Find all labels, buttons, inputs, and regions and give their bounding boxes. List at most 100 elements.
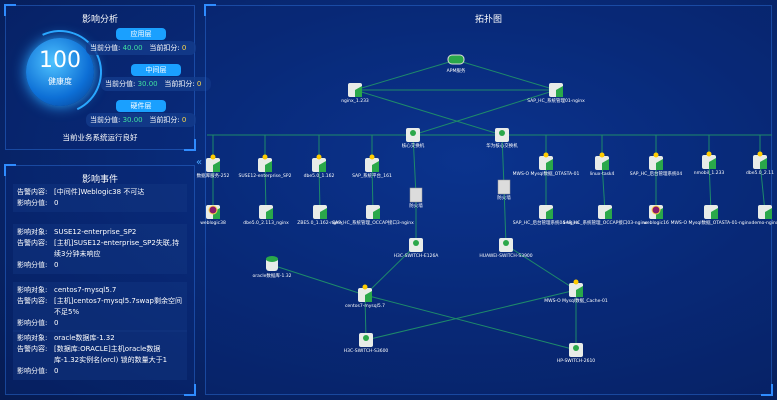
event-item[interactable]: 影响对象: oracle数据库-1.32 告警内容: [数据库:ORACLE]主机or… (13, 330, 187, 380)
topology-node[interactable]: dbe5.0_2.113_nginx (243, 205, 289, 226)
layer-values: 当前分值: 40.00 当前扣分: 0 (86, 41, 196, 55)
node-label: 华为核心交换机 (486, 142, 518, 149)
event-value: centos7-mysql5.7 (54, 286, 117, 294)
topology-node[interactable]: SUSE12-enterprise_SP2 (239, 154, 292, 180)
topology-node[interactable]: 核心交换机 (402, 128, 425, 149)
topology-link (371, 164, 374, 213)
topology-node[interactable]: dbe5.0_2.11 (746, 151, 774, 177)
panel-title: 影响分析 (81, 15, 118, 25)
event-item[interactable]: 告警内容: [中间件]Weblogic38 不可达 影响分值: 0 (13, 184, 187, 212)
event-key: 告警内容: (17, 188, 48, 196)
topology-node[interactable]: HP-SWITCH-2610 (557, 343, 595, 364)
layer-value: 30.00 (122, 116, 143, 124)
event-item[interactable]: 影响对象: centos7-mysql5.7 告警内容: [主机]centos7-my… (13, 282, 187, 332)
topology-link (505, 244, 577, 291)
topology-node[interactable]: demo-nginx (752, 205, 777, 226)
topology-node[interactable]: dbe5.0_1.162 (304, 154, 335, 180)
event-row: 告警内容: [中间件]Weblogic38 不可达 (17, 187, 183, 198)
event-row: 影响对象: oracle数据库-1.32 (17, 333, 183, 344)
health-score: 100 (39, 48, 81, 73)
node-label: 防火墙 (409, 202, 423, 209)
topology-node[interactable]: APM服务 (447, 54, 466, 74)
node-label: HP-SWITCH-2610 (557, 358, 595, 364)
deduct-label: 当前扣分: (149, 116, 180, 124)
node-label: nginx_1.233 (341, 98, 369, 104)
topology-node[interactable]: oracle数据库-1.32 (253, 256, 292, 279)
topology-node[interactable]: MWS-O Mysql数据_OTASTA-01-nginx (671, 205, 752, 226)
event-item[interactable]: 影响对象: SUSE12-enterprise_SP2 告警内容: [主机]SUSE1… (13, 224, 187, 274)
topology-link (318, 164, 321, 213)
node-label: weblogic38 (200, 220, 226, 226)
event-key: 影响分值: (17, 261, 48, 269)
warning-icon (543, 152, 549, 158)
event-key: 告警内容: (17, 239, 48, 247)
topology-node[interactable]: 华为核心交换机 (486, 128, 518, 149)
topology-node[interactable]: 防火墙 (497, 179, 511, 201)
node-label: dbe5.0_1.162 (304, 173, 335, 179)
node-label: SAP_HC_系统管理_OCCAP接口3-nginx (332, 219, 414, 226)
topology-node[interactable]: ZBE5.0_1.162-nginx (297, 205, 343, 226)
event-row: 影响对象: SUSE12-enterprise_SP2 (17, 227, 183, 238)
event-row: 影响分值: 0 (17, 366, 183, 377)
warning-icon (573, 279, 579, 285)
event-key: 告警内容: (17, 297, 48, 305)
event-value: SUSE12-enterprise_SP2 (54, 228, 137, 236)
event-value: [主机]SUSE12-enterprise_SP2失联,持续3分钟未响应 (54, 239, 180, 258)
node-label: MWS-O Mysql数据_Cache-01 (544, 297, 608, 304)
layer-deduct: 0 (196, 80, 202, 88)
deduct-label: 当前扣分: (149, 44, 180, 52)
topology-node[interactable]: SAP_HC_系统管理_OCCAP接口3-nginx (332, 205, 414, 226)
event-row: 影响分值: 0 (17, 318, 183, 329)
event-key: 影响对象: (17, 228, 48, 236)
layer-value: 40.00 (122, 44, 143, 52)
event-row: 影响分值: 0 (17, 198, 183, 209)
topology-link (264, 164, 267, 213)
topology-node[interactable]: MWS-O Mysql数据_Cache-01 (544, 279, 608, 305)
collapse-icon[interactable]: « (196, 157, 203, 168)
topology-node[interactable]: SAP_HC_后台管理系统04-nginx (513, 205, 580, 226)
event-value: [主机]centos7-mysql5.7swap剩余空间不足5% (54, 297, 182, 316)
value-label: 当前分值: (105, 80, 136, 88)
topology-link (354, 59, 457, 91)
warning-icon (369, 154, 375, 160)
node-label: dbe5.0_2.11 (746, 170, 774, 176)
node-label: weblogic16 (643, 220, 669, 226)
node-label: 核心交换机 (402, 142, 425, 149)
panel-title: 影响事件 (81, 175, 118, 185)
topology-link (412, 134, 417, 196)
topology-node[interactable]: SAP_HC_系统管理01-nginx (527, 83, 585, 104)
topology-node[interactable]: 数据库服务-252 (197, 154, 230, 180)
event-value: 0 (54, 367, 59, 375)
topology-node[interactable]: HUAWEI-SWITCH-S3900 (479, 238, 533, 259)
topology-node[interactable]: SAP_系统平台_161 (352, 154, 392, 180)
event-value: [数据库:ORACLE]主机oracle数据库-1.32实例名(orcl) 锁的… (54, 345, 168, 364)
topology-node[interactable]: nmobil_1.233 (694, 151, 725, 177)
topology-node[interactable]: H3C-SWITCH-E126A (394, 238, 440, 259)
topology-node[interactable]: weblogic16 (643, 205, 669, 226)
health-label: 健康度 (48, 77, 72, 86)
topology-node[interactable]: SAP_HC_后台管理系统04 (630, 152, 683, 178)
layer-value: 30.00 (137, 80, 158, 88)
topology-node[interactable]: SAP_HC_系统管理_OCCAP接口03-nginx (563, 205, 648, 226)
topology-node[interactable]: H3C-SWITCH-S3600 (344, 333, 389, 354)
topology-node[interactable]: centos7-mysql5.7 (345, 284, 385, 310)
warning-icon (757, 151, 763, 157)
layer-name: 应用层 (116, 28, 166, 40)
topology-node[interactable]: nginx_1.233 (341, 83, 369, 104)
layer-0: 应用层 当前分值: 40.00 当前扣分: 0 (86, 28, 196, 55)
layer-2: 硬件层 当前分值: 30.00 当前扣分: 0 (86, 100, 196, 127)
topology-node[interactable]: 防火墙 (409, 187, 423, 209)
node-label: ZBE5.0_1.162-nginx (297, 220, 343, 226)
topology-node[interactable]: MWS-O Mysql数据_OTASTA-01 (513, 152, 580, 178)
warning-icon (706, 151, 712, 157)
topology-link (365, 289, 577, 341)
system-status: 当前业务系统运行良好 (62, 133, 138, 142)
event-row: 告警内容: [数据库:ORACLE]主机oracle数据库-1.32实例名(orc… (17, 344, 183, 366)
topology-node[interactable]: weblogic38 (200, 205, 226, 226)
event-key: 影响对象: (17, 286, 48, 294)
node-label: SAP_HC_系统管理_OCCAP接口03-nginx (563, 219, 648, 226)
topology-node[interactable]: linux-task4 (590, 152, 615, 178)
error-icon (208, 205, 218, 215)
deduct-label: 当前扣分: (164, 80, 195, 88)
